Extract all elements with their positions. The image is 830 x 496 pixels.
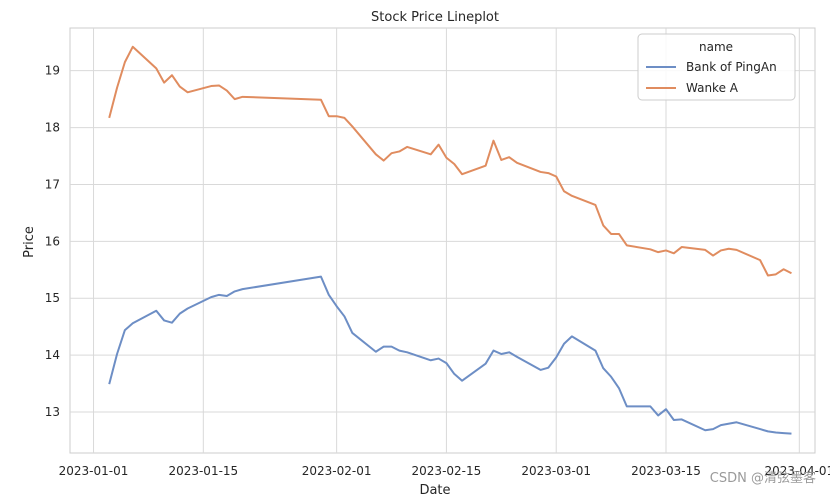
x-tick-label: 2023-01-01 [59, 464, 129, 478]
legend-label-bank-of-pingan: Bank of PingAn [686, 60, 777, 74]
series-line-bank-of-pingan [108, 275, 792, 435]
x-tick-label: 2023-02-01 [302, 464, 372, 478]
x-tick-label: 2023-01-15 [168, 464, 238, 478]
y-tick-label: 16 [45, 234, 60, 248]
y-tick-label: 18 [45, 121, 60, 135]
y-axis-ticks: 13 14 15 16 17 18 19 [45, 64, 60, 419]
watermark: CSDN @清弦墨客 [709, 471, 816, 486]
y-axis-title: Price [22, 226, 37, 258]
x-axis-ticks: 2023-01-01 2023-01-15 2023-02-01 2023-02-15… [59, 464, 830, 478]
y-tick-label: 14 [45, 348, 60, 362]
x-tick-label: 2023-03-01 [521, 464, 591, 478]
legend: name Bank of PingAn Wanke A [637, 33, 796, 101]
x-tick-label: 2023-04-01 [764, 464, 830, 478]
chart-title: Stock Price Lineplot [371, 10, 499, 25]
y-tick-label: 19 [45, 64, 60, 78]
x-axis-title: Date [419, 483, 450, 496]
series-line-wanke-a [108, 45, 792, 277]
y-tick-label: 13 [45, 405, 60, 419]
grid-lines [70, 28, 815, 453]
y-tick-label: 17 [45, 177, 60, 191]
series-lines [108, 45, 792, 435]
y-tick-label: 15 [45, 291, 60, 305]
legend-label-wanke-a: Wanke A [686, 81, 739, 95]
legend-box [637, 33, 796, 101]
x-tick-label: 2023-03-15 [631, 464, 701, 478]
legend-title: name [699, 40, 733, 54]
x-tick-label: 2023-02-15 [412, 464, 482, 478]
